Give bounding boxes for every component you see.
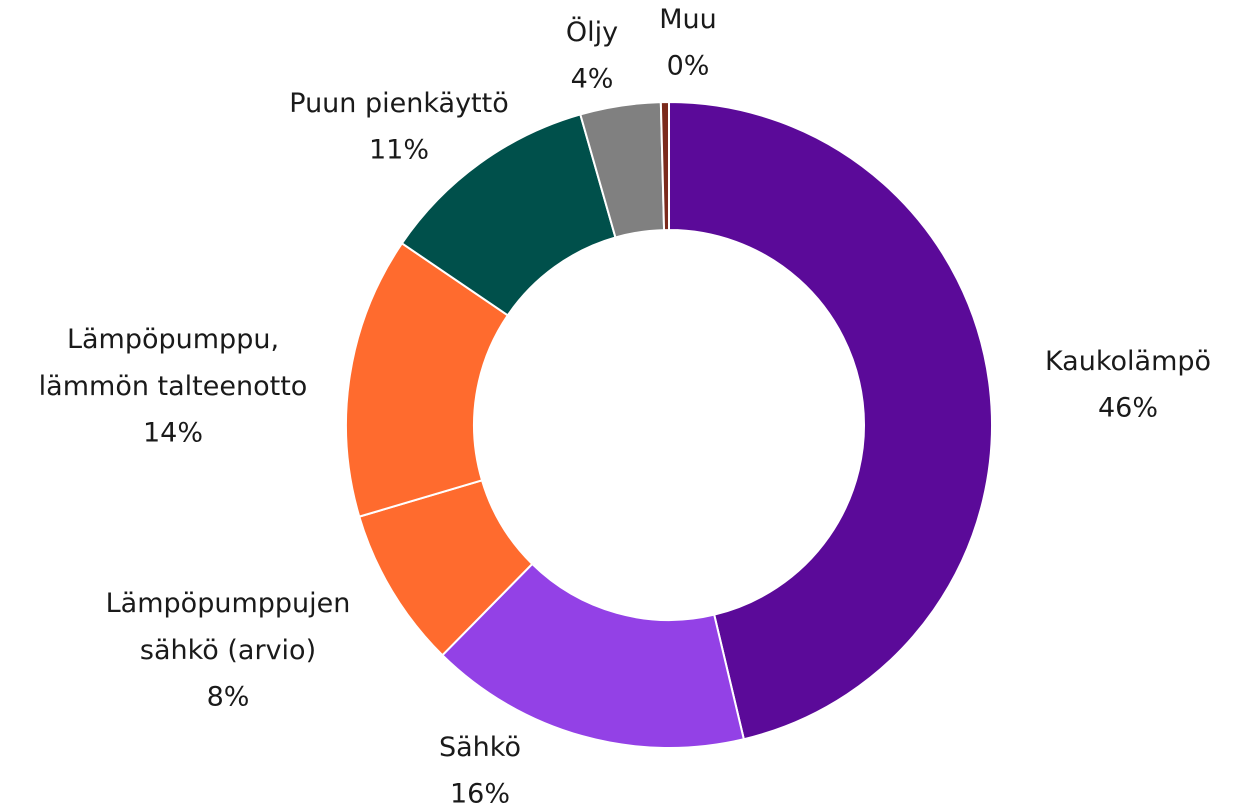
slice-label: Sähkö [439,732,521,763]
value-label: 14% [143,418,203,449]
donut-slice [668,100,993,741]
donut-slice [345,241,510,518]
value-label: 4% [571,64,614,95]
donut-slice [659,100,670,232]
value-label: 0% [667,51,710,82]
slice-label: Lämpöpumppujen sähkö (arvio) [106,588,351,666]
value-label: 8% [207,682,250,713]
label-line: lämmön talteenotto [39,371,308,402]
label-line: Puun pienkäyttö [289,88,508,119]
slice-label: Muu [659,4,717,35]
label-line: Öljy [566,16,618,48]
slice-label: Kaukolämpö [1045,346,1211,377]
value-label: 16% [450,779,510,808]
slice-label: Lämpöpumppu, lämmön talteenotto [39,324,308,402]
label-line: Sähkö [439,732,521,763]
value-label: 11% [369,135,429,166]
label-line: sähkö (arvio) [140,635,316,666]
slice-label: Öljy [566,16,618,48]
label-line: Lämpöpumppu, [67,324,279,355]
value-label: 46% [1098,393,1158,424]
label-line: Lämpöpumppujen [106,588,351,619]
label-line: Kaukolämpö [1045,346,1211,377]
slice-label: Puun pienkäyttö [289,88,508,119]
donut-slice [441,562,746,749]
label-line: Muu [659,4,717,35]
